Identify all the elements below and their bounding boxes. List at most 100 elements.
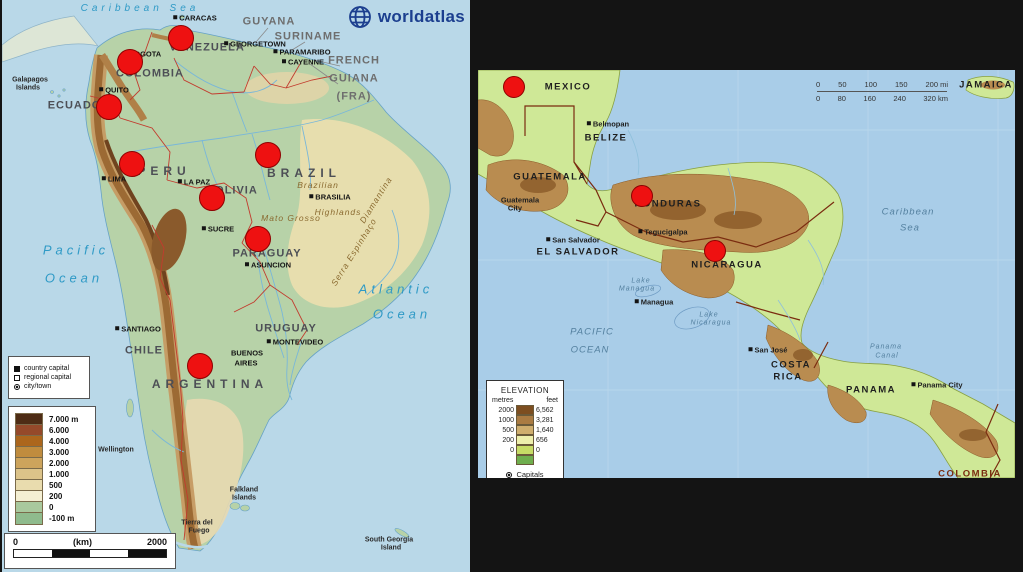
- map-label: Mato Grosso: [261, 212, 321, 223]
- country-marker-dot[interactable]: [704, 240, 726, 262]
- elevation-legend: ELEVATION metres feet 2000 6,562 1000 3,…: [486, 380, 564, 478]
- map-label: Canal: [875, 352, 899, 360]
- country-marker-dot[interactable]: [245, 226, 271, 252]
- elevation-row: 200 656: [492, 435, 558, 445]
- legend-item: country capital: [14, 365, 84, 372]
- elevation-row: 1000 3,281: [492, 415, 558, 425]
- elevation-swatch: [516, 435, 534, 445]
- scale-miles-row: 0 50 100 150 200 mi: [816, 80, 948, 89]
- map-label: ASUNCION: [245, 261, 291, 269]
- country-marker-dot[interactable]: [255, 142, 281, 168]
- map-label: SUCRE: [202, 225, 234, 233]
- capitals-legend: country capital regional capital city/to…: [8, 356, 90, 399]
- country-marker-dot[interactable]: [117, 49, 143, 75]
- map-label: PERU: [137, 164, 191, 178]
- legend-item-label: regional capital: [24, 374, 72, 381]
- map-label: GUYANA: [242, 15, 296, 28]
- map-label: Managua: [635, 298, 674, 306]
- worldatlas-logo-text: worldatlas: [377, 7, 465, 26]
- country-marker-dot[interactable]: [168, 25, 194, 51]
- map-label: OCEAN: [570, 344, 610, 356]
- map-label: Panama City: [911, 381, 962, 389]
- map-label: CHILE: [125, 344, 163, 357]
- country-marker-dot[interactable]: [503, 76, 525, 98]
- elevation-label: 1.000: [49, 470, 70, 479]
- map-label: Lake: [699, 311, 719, 319]
- legend-symbol-icon: [14, 383, 20, 390]
- elevation-feet: 1,640: [536, 426, 554, 434]
- map-label: LIMA: [102, 175, 126, 183]
- scale-mile-label: 100: [864, 80, 877, 89]
- scale-km-label: 240: [893, 94, 906, 103]
- elevation-swatch: [516, 415, 534, 425]
- scale-end: 2000: [146, 537, 167, 547]
- country-marker-dot[interactable]: [119, 151, 145, 177]
- elevation-label: 3.000: [49, 448, 70, 457]
- map-label: Highlands: [314, 206, 362, 217]
- map-label: COLOMBIA: [938, 468, 1002, 478]
- globe-icon: [349, 6, 371, 28]
- map-label: Galapagos: [12, 76, 48, 84]
- map-label: GEORGETOWN: [224, 40, 286, 48]
- map-label: Managua: [618, 285, 656, 293]
- elevation-row: 2000 6,562: [492, 405, 558, 415]
- elevation-label: 7.000 m: [49, 415, 79, 424]
- country-marker-dot[interactable]: [187, 353, 213, 379]
- scale-bar: 0 (km) 2000: [4, 533, 176, 569]
- map-label: PARAMARIBO: [273, 48, 330, 56]
- legend-item: regional capital: [14, 374, 84, 381]
- elevation-label: -100 m: [49, 514, 75, 523]
- elevation-swatch: [516, 445, 534, 455]
- map-label: Brazilian: [297, 179, 339, 190]
- elevation-label: 6.000: [49, 426, 70, 435]
- scale-km-label: 0: [816, 94, 821, 103]
- map-label: AIRES: [234, 358, 258, 368]
- scale-bar-segments: [13, 549, 167, 558]
- map-label: BOGOTA: [123, 50, 161, 58]
- central-america-map[interactable]: MEXICO BELIZE GUATEMALA HONDURAS EL SALVADOR…: [478, 70, 1015, 478]
- legend-symbol-icon: [14, 365, 20, 372]
- map-label: ECUADOR: [47, 99, 111, 112]
- map-label: Pacific: [42, 242, 110, 258]
- elevation-metres: 200: [502, 436, 514, 444]
- south-america-map[interactable]: worldatlas Caribbean Sea Pacific Ocean Atla…: [2, 0, 470, 572]
- elevation-metres: 1000: [498, 416, 514, 424]
- map-label: EL SALVADOR: [536, 246, 620, 258]
- map-label: Caribbean Sea: [80, 3, 200, 14]
- map-label: FRENCH: [328, 54, 380, 67]
- elevation-col-metres: metres: [492, 397, 514, 404]
- map-label: Nicaragua: [690, 319, 732, 327]
- south-america-terrain: [2, 14, 451, 552]
- map-label: MEXICO: [544, 81, 592, 93]
- map-label: BOLIVIA: [206, 184, 258, 197]
- scale-km-row: 0 80 160 240 320 km: [816, 94, 948, 103]
- map-label: Wellington: [98, 446, 134, 454]
- map-label: SURINAME: [274, 30, 342, 43]
- elevation-feet: 656: [536, 436, 548, 444]
- map-label: Atlantic: [358, 281, 434, 297]
- map-label: JAMAICA: [959, 79, 1013, 91]
- map-label: HONDURAS: [634, 198, 702, 210]
- scale-mile-label: 50: [838, 80, 847, 89]
- map-label: BUENOS: [230, 348, 264, 358]
- country-marker-dot[interactable]: [199, 185, 225, 211]
- scale-bar-miles-km: 0 50 100 150 200 mi 0 80 160 240 320 km: [816, 80, 948, 103]
- map-label: Tierra del: [181, 519, 213, 527]
- elevation-swatch: [516, 405, 534, 415]
- map-label: Guatemala: [500, 195, 540, 205]
- map-label: Belmopan: [587, 120, 629, 128]
- map-label: South Georgia: [364, 536, 414, 544]
- map-label: (FRA): [336, 90, 372, 103]
- country-marker-dot[interactable]: [631, 185, 653, 207]
- elevation-feet: 3,281: [536, 416, 554, 424]
- elevation-col-feet: feet: [546, 397, 558, 404]
- map-label: Caribbean: [881, 206, 935, 218]
- elevation-metres: 500: [502, 426, 514, 434]
- elevation-label: 2.000: [49, 459, 70, 468]
- worldatlas-logo[interactable]: worldatlas: [348, 5, 465, 29]
- country-marker-dot[interactable]: [96, 94, 122, 120]
- map-label: PACIFIC: [570, 326, 614, 338]
- scale-km-label: 320 km: [923, 94, 948, 103]
- map-label: Sea: [900, 222, 920, 234]
